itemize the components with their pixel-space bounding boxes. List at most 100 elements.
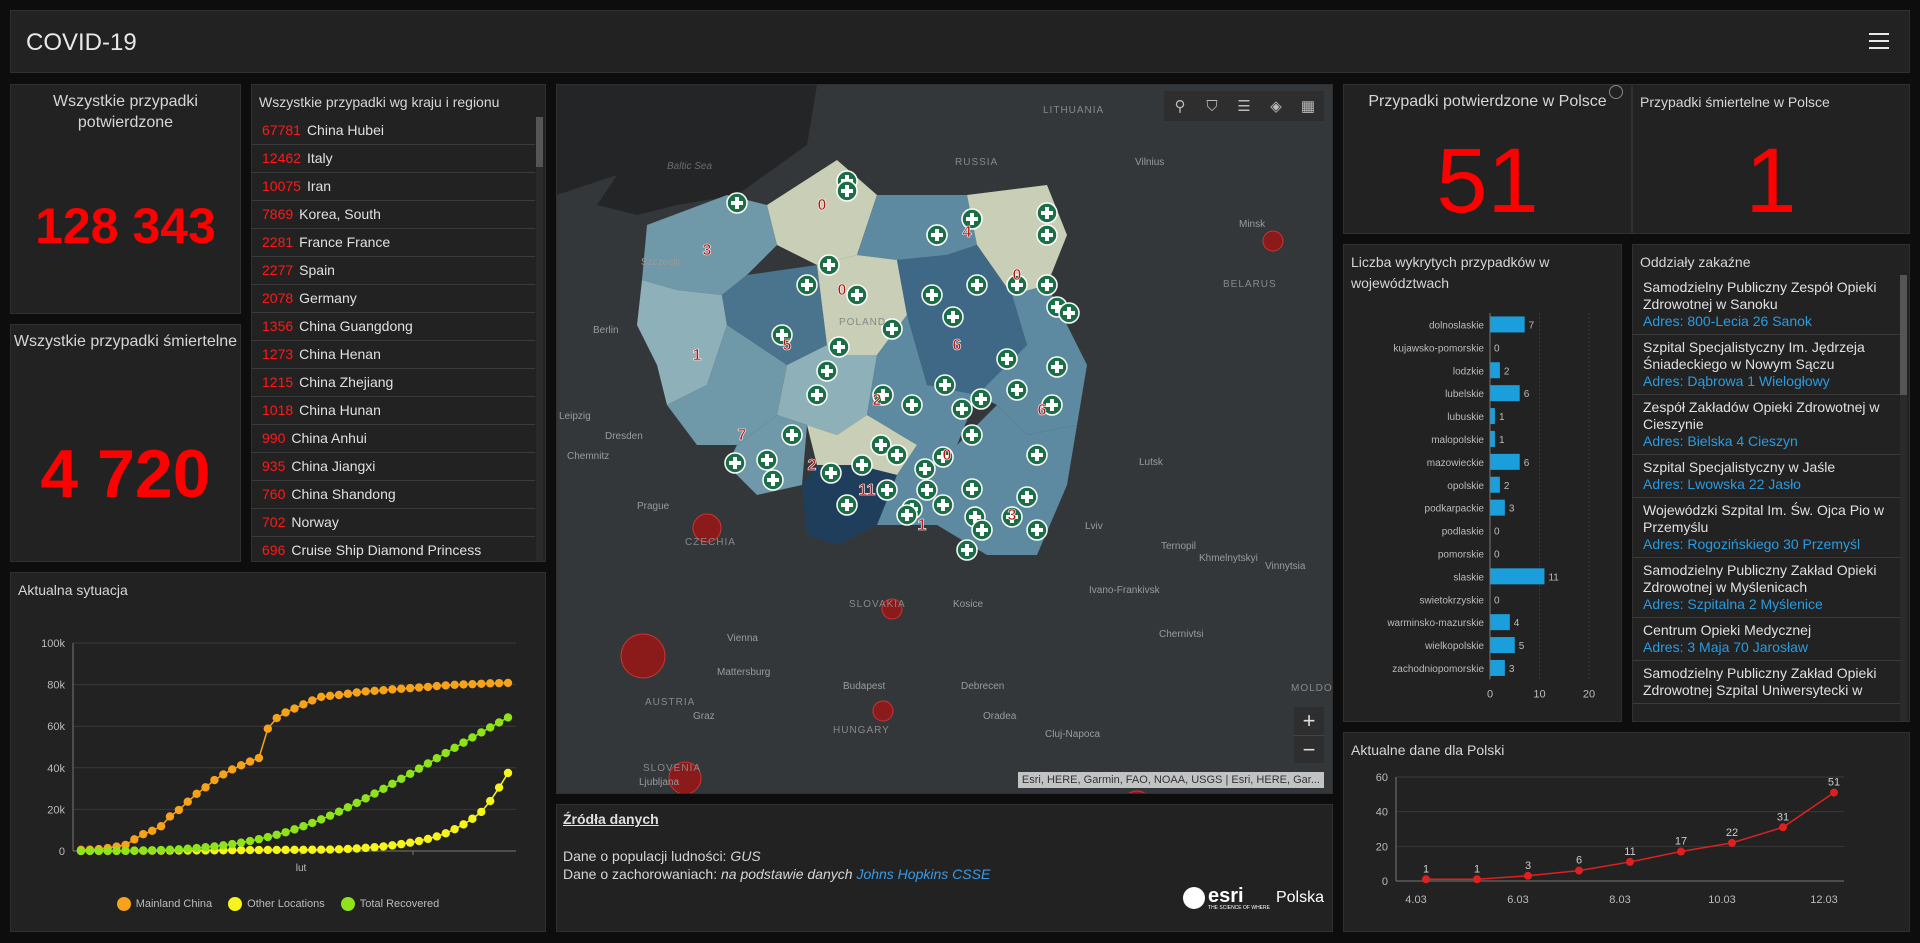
hospital-marker-icon[interactable] <box>1016 486 1038 508</box>
hospital-marker-icon[interactable] <box>870 434 892 456</box>
country-row[interactable]: 2281 France France <box>252 229 535 257</box>
hospital-marker-icon[interactable] <box>816 360 838 382</box>
hospital-item[interactable]: Zespół Zakładów Opieki Zdrowotnej w Cies… <box>1633 395 1901 455</box>
country-row[interactable]: 1018 China Hunan <box>252 397 535 425</box>
hospital-marker-icon[interactable] <box>876 479 898 501</box>
country-row[interactable]: 1273 China Henan <box>252 341 535 369</box>
hospital-marker-icon[interactable] <box>771 324 793 346</box>
bar[interactable] <box>1490 614 1510 631</box>
hospital-marker-icon[interactable] <box>914 458 936 480</box>
country-row[interactable]: 1215 China Zhejiang <box>252 369 535 397</box>
hospital-marker-icon[interactable] <box>820 462 842 484</box>
hospital-marker-icon[interactable] <box>926 224 948 246</box>
hospital-marker-icon[interactable] <box>756 449 778 471</box>
hospital-marker-icon[interactable] <box>781 424 803 446</box>
hospital-marker-icon[interactable] <box>1006 379 1028 401</box>
map-attribution[interactable]: Esri, HERE, Garmin, FAO, NOAA, USGS | Es… <box>1017 772 1324 788</box>
country-row[interactable]: 2277 Spain <box>252 257 535 285</box>
poland-regions[interactable] <box>637 160 1087 555</box>
country-list[interactable]: 67781 China Hubei 12462 Italy 10075 Iran 7869 K… <box>252 117 535 561</box>
country-row[interactable]: 7869 Korea, South <box>252 201 535 229</box>
hospital-marker-icon[interactable] <box>916 479 938 501</box>
hospital-marker-icon[interactable] <box>872 384 894 406</box>
bar[interactable] <box>1490 430 1495 447</box>
hospital-marker-icon[interactable] <box>1001 506 1023 528</box>
hospital-item[interactable]: Wojewódzki Szpital Im. Św. Ojca Pio w Pr… <box>1633 498 1901 558</box>
country-row[interactable]: 2078 Germany <box>252 285 535 313</box>
hospital-marker-icon[interactable] <box>836 494 858 516</box>
hospital-marker-icon[interactable] <box>762 469 784 491</box>
hospital-item[interactable]: Samodzielny Publiczny Zakład Opieki Zdro… <box>1633 661 1901 704</box>
hospital-marker-icon[interactable] <box>886 444 908 466</box>
bookmark-icon[interactable]: ⛉ <box>1206 97 1218 115</box>
hospital-marker-icon[interactable] <box>1036 224 1058 246</box>
hospital-marker-icon[interactable] <box>971 519 993 541</box>
hospital-marker-icon[interactable] <box>828 336 850 358</box>
bar[interactable] <box>1490 637 1515 654</box>
hospital-marker-icon[interactable] <box>851 454 873 476</box>
hospital-marker-icon[interactable] <box>932 494 954 516</box>
bar[interactable] <box>1490 499 1505 516</box>
hospital-marker-icon[interactable] <box>942 306 964 328</box>
hospital-item[interactable]: Samodzielny Publiczny Zakład Opieki Zdro… <box>1633 558 1901 618</box>
hospital-marker-icon[interactable] <box>1026 444 1048 466</box>
zoom-in-button[interactable]: + <box>1302 708 1316 733</box>
hospital-list[interactable]: Samodzielny Publiczny Zespół Opieki Zdro… <box>1633 275 1901 721</box>
hospital-marker-icon[interactable] <box>1058 302 1080 324</box>
series-point[interactable] <box>1473 875 1481 884</box>
country-row[interactable]: 12462 Italy <box>252 145 535 173</box>
bar[interactable] <box>1490 568 1545 585</box>
series-point[interactable] <box>1677 847 1685 856</box>
country-row[interactable]: 935 China Jiangxi <box>252 453 535 481</box>
hospital-marker-icon[interactable] <box>961 208 983 230</box>
hospital-marker-icon[interactable] <box>836 180 858 202</box>
hospital-marker-icon[interactable] <box>806 384 828 406</box>
hospital-marker-icon[interactable] <box>896 504 918 526</box>
map-view[interactable]: 3 0 4 0 0 1 5 6 2 6 7 2 0 11 1 3 LITHUANIA RUSSIA Vilni… <box>556 84 1333 794</box>
case-circles[interactable] <box>620 230 1284 794</box>
hospital-item[interactable]: Szpital Specjalistyczny w Jaśle Adres: Lw… <box>1633 455 1901 498</box>
bar[interactable] <box>1490 476 1500 493</box>
bar[interactable] <box>1490 453 1520 470</box>
hospital-marker-icon[interactable] <box>1036 202 1058 224</box>
bar[interactable] <box>1490 659 1505 676</box>
legend-icon[interactable]: ☰ <box>1237 98 1251 115</box>
series-point[interactable] <box>1830 788 1838 797</box>
hospital-marker-icon[interactable] <box>961 478 983 500</box>
layers-icon[interactable]: ◈ <box>1270 98 1282 115</box>
bar[interactable] <box>1490 362 1500 379</box>
country-row[interactable]: 990 China Anhui <box>252 425 535 453</box>
zoom-out-button[interactable]: − <box>1294 735 1324 763</box>
hospital-marker-icon[interactable] <box>921 284 943 306</box>
hospital-list-scrollbar[interactable] <box>1900 275 1907 721</box>
hospital-marker-icon[interactable] <box>1006 274 1028 296</box>
hospital-item[interactable]: Samodzielny Publiczny Zespół Opieki Zdro… <box>1633 275 1901 335</box>
country-row[interactable]: 10075 Iran <box>252 173 535 201</box>
hospital-item[interactable]: Szpital Specjalistyczny Im. Jędrzeja Śni… <box>1633 335 1901 395</box>
basemap-gallery-icon[interactable]: ▦ <box>1300 98 1316 115</box>
legend-item[interactable]: Other Locations <box>228 897 325 911</box>
hospital-marker-icon[interactable] <box>1036 274 1058 296</box>
expand-icon[interactable] <box>1609 85 1623 99</box>
hospital-marker-icon[interactable] <box>901 394 923 416</box>
country-row[interactable]: 760 China Shandong <box>252 481 535 509</box>
hospital-marker-icon[interactable] <box>951 398 973 420</box>
hospital-marker-icon[interactable] <box>1046 356 1068 378</box>
hospital-marker-icon[interactable] <box>961 424 983 446</box>
hospital-item[interactable]: Centrum Opieki Medycznej Adres: 3 Maja 70… <box>1633 618 1901 661</box>
series-point[interactable] <box>1779 823 1787 832</box>
series-point[interactable] <box>1422 875 1430 884</box>
series-point[interactable] <box>1575 866 1583 875</box>
hospital-markers[interactable] <box>724 170 1080 561</box>
legend-item[interactable]: Total Recovered <box>340 897 439 911</box>
hospital-marker-icon[interactable] <box>970 388 992 410</box>
hospital-marker-icon[interactable] <box>818 254 840 276</box>
bar[interactable] <box>1490 316 1525 333</box>
series-point[interactable] <box>1524 871 1532 880</box>
country-row[interactable]: 1356 China Guangdong <box>252 313 535 341</box>
hospital-marker-icon[interactable] <box>881 318 903 340</box>
country-row[interactable]: 702 Norway <box>252 509 535 537</box>
hospital-marker-icon[interactable] <box>956 539 978 561</box>
country-list-scrollbar[interactable] <box>536 117 543 561</box>
hospital-marker-icon[interactable] <box>846 284 868 306</box>
